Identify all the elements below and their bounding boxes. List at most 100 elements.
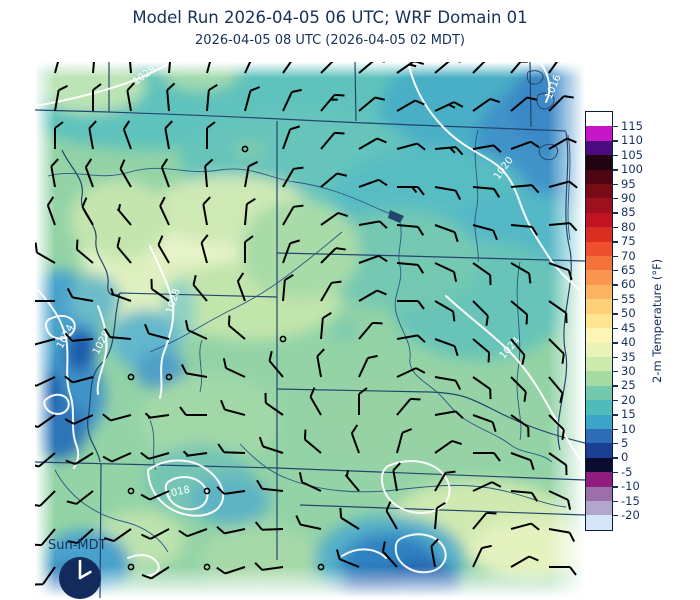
wind-barb [434,146,464,156]
colorbar-tick-label: 60 [621,277,636,292]
colorbar-tickmark [613,298,618,301]
wind-barb [434,470,456,492]
wind-barb [548,62,572,74]
map-edge-fade [35,62,585,598]
wind-barb [510,452,535,471]
colorbar-band [586,414,612,429]
wind-barb [358,178,388,188]
wind-barb [268,350,284,378]
wind-barb [434,410,464,419]
wind-barb [510,490,539,502]
colorbar-tick-label: 90 [621,190,636,205]
calm-wind-icon [127,487,135,495]
calm-wind-icon [127,373,135,381]
wind-barb [339,507,360,530]
colorbar-tick-label: 30 [621,363,636,378]
wind-barb [182,450,208,457]
wind-barb [548,338,565,364]
wind-barb [64,414,94,425]
wind-barb [150,278,170,302]
wind-barb [140,451,170,460]
wind-barb [510,224,539,236]
colorbar-axis-label: 2-m Temperature (°F) [650,258,664,384]
wind-barb [320,280,342,302]
colorbar-bands [586,112,612,530]
wind-barb [200,234,209,264]
colorbar-band [586,428,612,444]
wind-barb [358,62,386,74]
colorbar-band [586,241,612,257]
wind-barb [510,262,532,284]
colorbar-tickmark [613,486,618,488]
wind-barb [184,320,208,340]
colorbar-band [586,443,612,458]
calm-wind-icon [127,563,135,571]
colorbar-tick-label: 40 [621,335,636,350]
wind-barb [178,528,208,538]
wind-barb [396,142,426,151]
colorbar-band [586,356,612,372]
colorbar-tickmark [613,370,618,373]
wind-barb [396,367,426,378]
wind-barb [397,186,425,196]
wind-barb [244,62,264,74]
wind-barb [206,121,216,149]
colorbar-tickmark [613,385,618,387]
colorbar-tickmark [613,443,618,445]
wind-barb [385,501,398,530]
colorbar-tick-label: 95 [621,176,636,191]
wind-barb [282,125,301,150]
colorbar-band [586,212,612,228]
colorbar-tick-label: 70 [621,248,636,263]
colorbar-band [586,184,612,199]
wind-barb [434,338,459,357]
colorbar [585,111,613,531]
wind-barb [434,501,446,530]
wind-barb [472,186,501,198]
wind-barb [548,180,578,189]
wind-barb [358,254,388,264]
wind-barb [46,196,56,226]
colorbar-tick-label: 105 [621,147,643,162]
colorbar-band [586,155,612,170]
wind-barb [396,397,421,416]
wind-barb [92,62,101,74]
wind-barb [392,462,401,492]
wind-barb [102,413,132,422]
colorbar-tickmark [613,226,618,229]
wind-barb [206,83,218,112]
wind-barb [216,486,246,495]
wind-barb [548,262,573,281]
wind-barb [84,158,94,188]
wind-barb [320,212,349,226]
wind-barb [548,137,577,150]
wind-barb [309,387,322,416]
colorbar-band [586,270,612,285]
colorbar-tickmark [613,197,618,200]
wind-barb [510,414,530,438]
wind-barb [548,490,572,510]
wind-barb [434,62,462,74]
wind-barb [35,566,56,586]
wind-barb [217,443,246,454]
colorbar-tickmark [613,414,618,416]
wind-barb [110,288,132,302]
wind-barb [92,83,102,111]
calm-wind-icon [279,335,287,343]
wind-barb [204,158,214,188]
colorbar-band [586,198,612,213]
calm-wind-icon [241,145,249,153]
wind-barb [320,311,332,340]
colorbar-tickmark [613,457,618,459]
wind-barb [244,197,256,226]
wind-barb [472,62,498,74]
wind-barb [510,376,527,402]
colorbar-band [586,500,612,516]
wind-barb [35,376,56,387]
wind-barb [358,137,387,150]
wind-barb [168,62,180,74]
wind-barb [244,160,259,188]
wind-barbs [35,62,578,586]
